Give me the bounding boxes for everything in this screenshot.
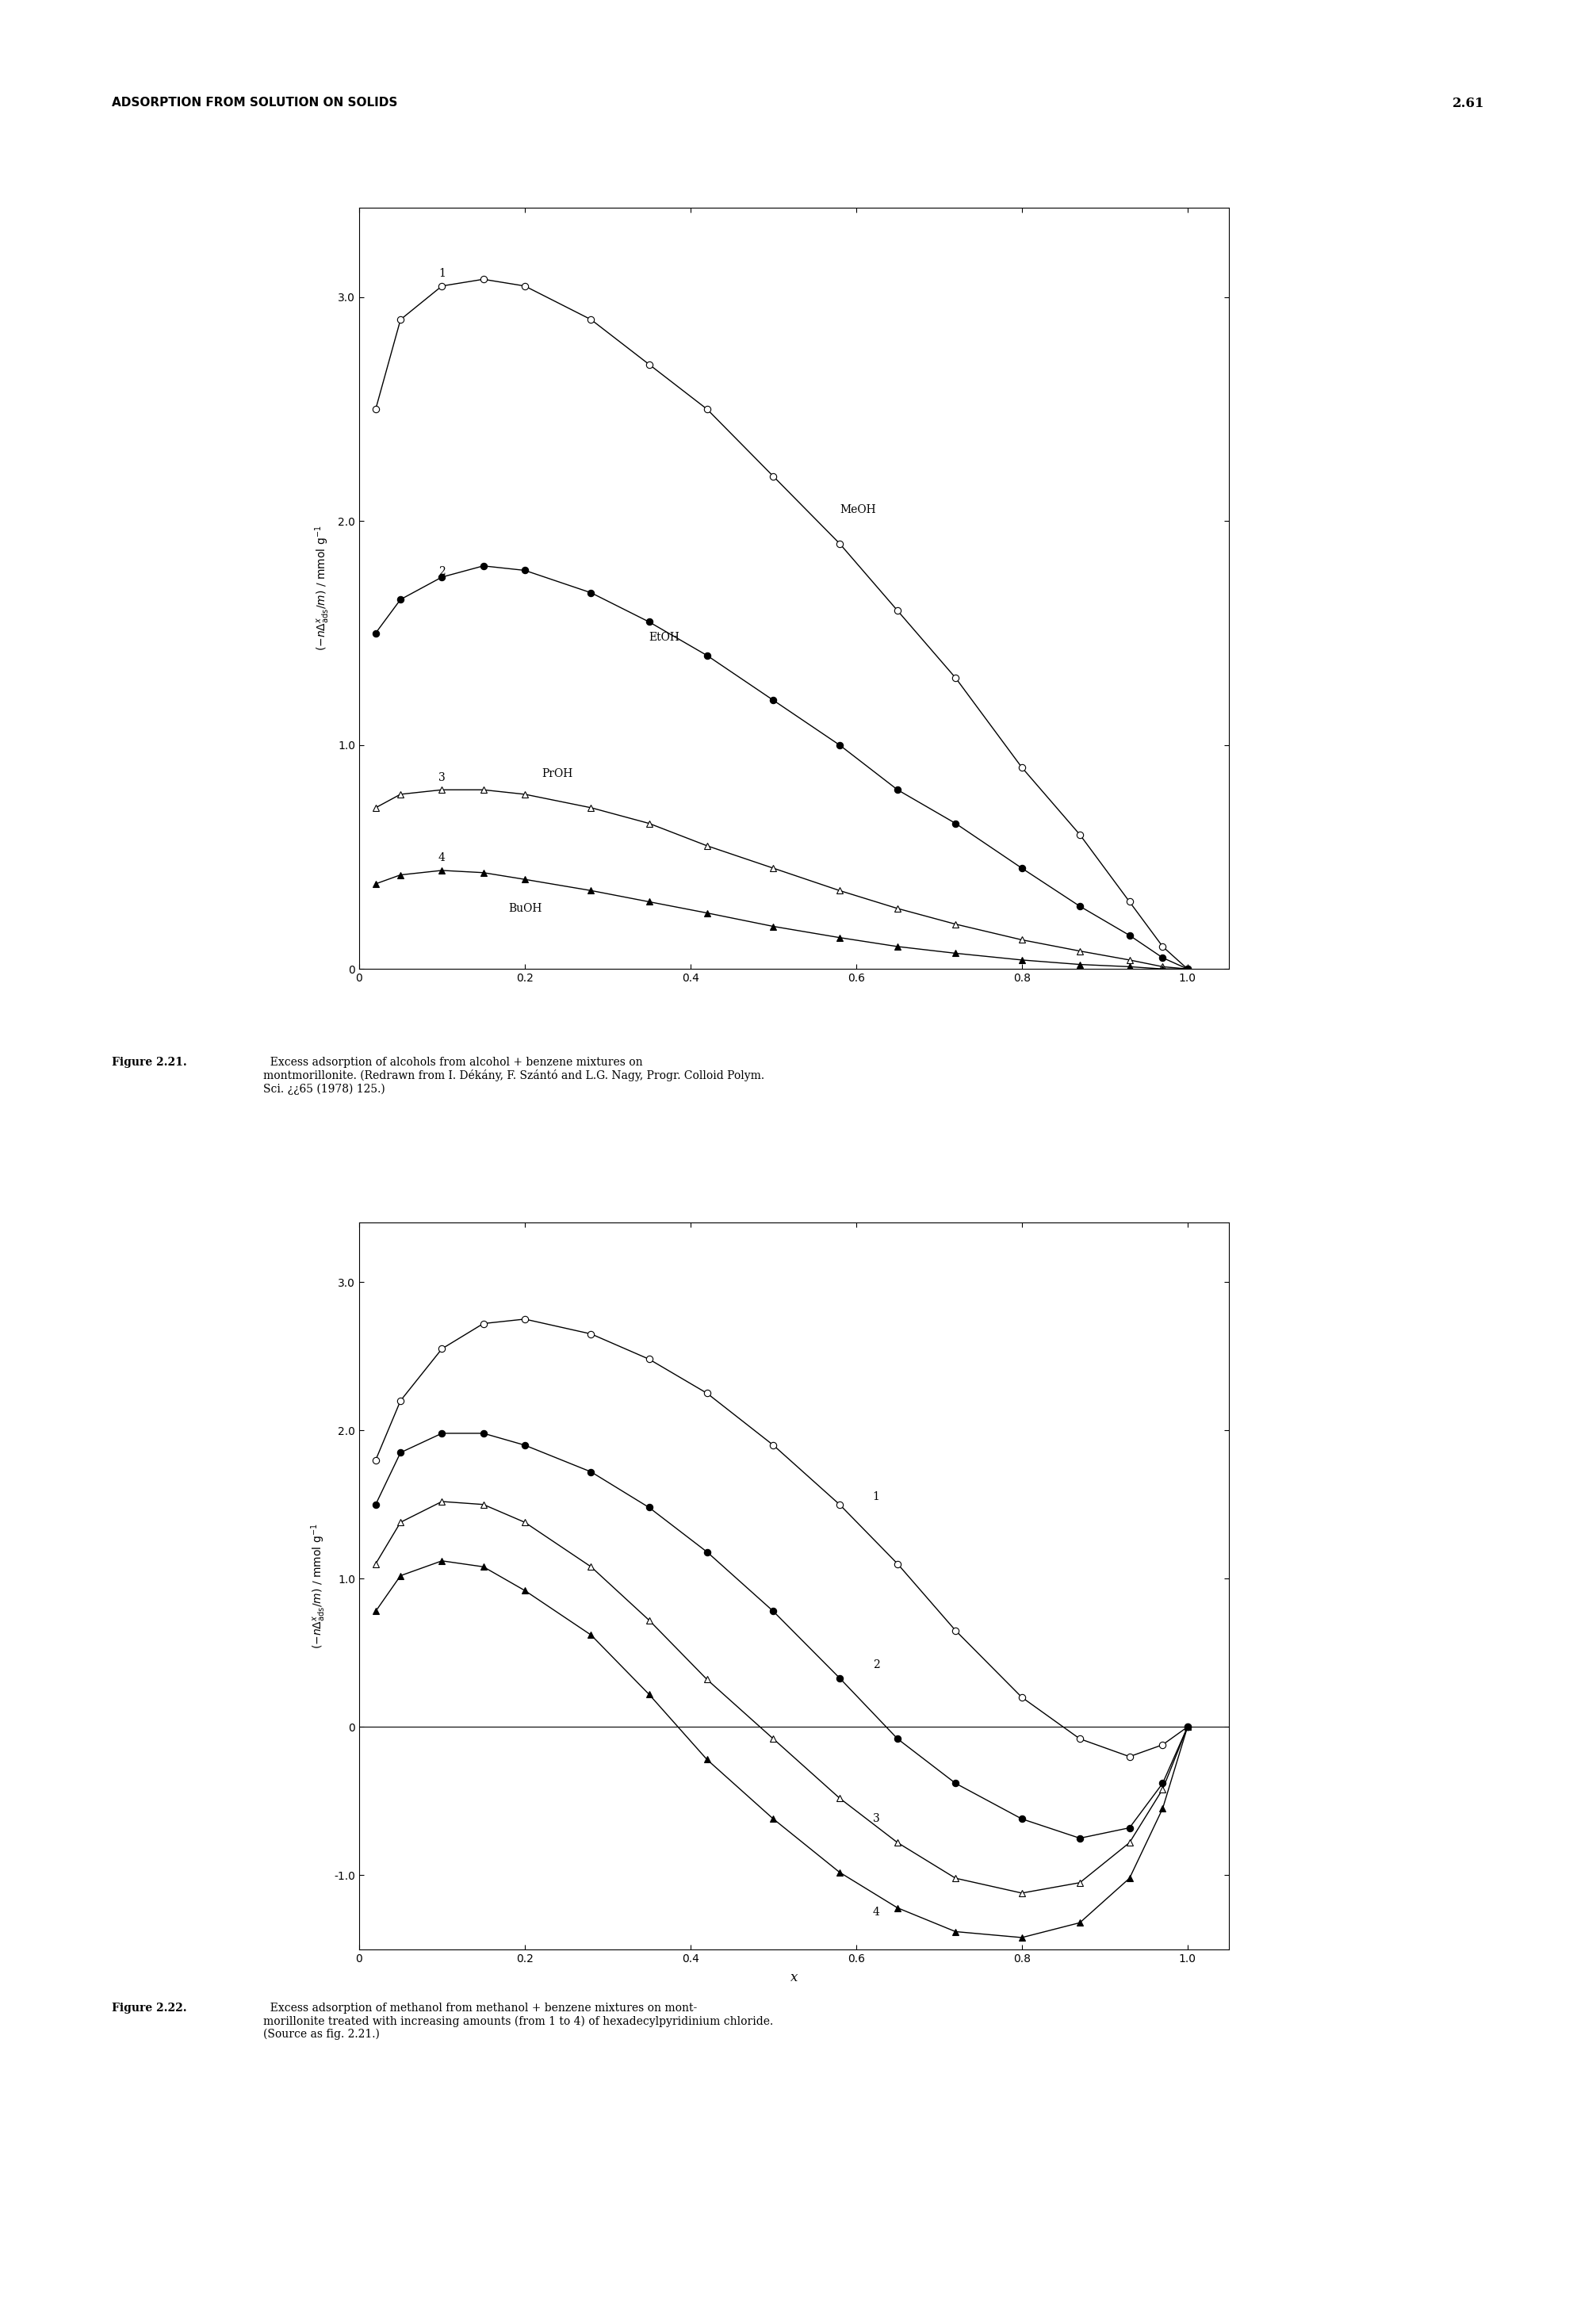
Text: MeOH: MeOH (839, 505, 876, 514)
Text: BuOH: BuOH (508, 902, 541, 914)
Text: 2: 2 (439, 565, 445, 577)
Text: 2: 2 (873, 1659, 879, 1670)
Text: Figure 2.22.: Figure 2.22. (112, 2002, 187, 2014)
Text: ADSORPTION FROM SOLUTION ON SOLIDS: ADSORPTION FROM SOLUTION ON SOLIDS (112, 97, 397, 108)
Text: 2.61: 2.61 (1452, 97, 1484, 111)
Text: PrOH: PrOH (541, 768, 573, 780)
Text: 4: 4 (873, 1908, 879, 1917)
Text: 1: 1 (873, 1493, 879, 1502)
Text: Figure 2.21.: Figure 2.21. (112, 1057, 187, 1068)
Text: 3: 3 (873, 1813, 879, 1825)
Y-axis label: $(-n\Delta^x_{\rm ads}/m)\ /\ \rm mmol\ g^{-1}$: $(-n\Delta^x_{\rm ads}/m)\ /\ \rm mmol\ … (313, 526, 332, 651)
Text: 1: 1 (439, 268, 445, 279)
Text: Excess adsorption of alcohols from alcohol + benzene mixtures on
montmorillonite: Excess adsorption of alcohols from alcoh… (263, 1057, 764, 1096)
Text: EtOH: EtOH (650, 632, 680, 644)
X-axis label: x: x (790, 1970, 798, 1984)
Text: 3: 3 (439, 773, 445, 782)
Text: 4: 4 (439, 854, 445, 863)
Y-axis label: $(-n\Delta^x_{\rm ads}/m)\ /\ \rm mmol\ g^{-1}$: $(-n\Delta^x_{\rm ads}/m)\ /\ \rm mmol\ … (310, 1523, 327, 1650)
Text: Excess adsorption of methanol from methanol + benzene mixtures on mont-
morillon: Excess adsorption of methanol from metha… (263, 2002, 774, 2039)
